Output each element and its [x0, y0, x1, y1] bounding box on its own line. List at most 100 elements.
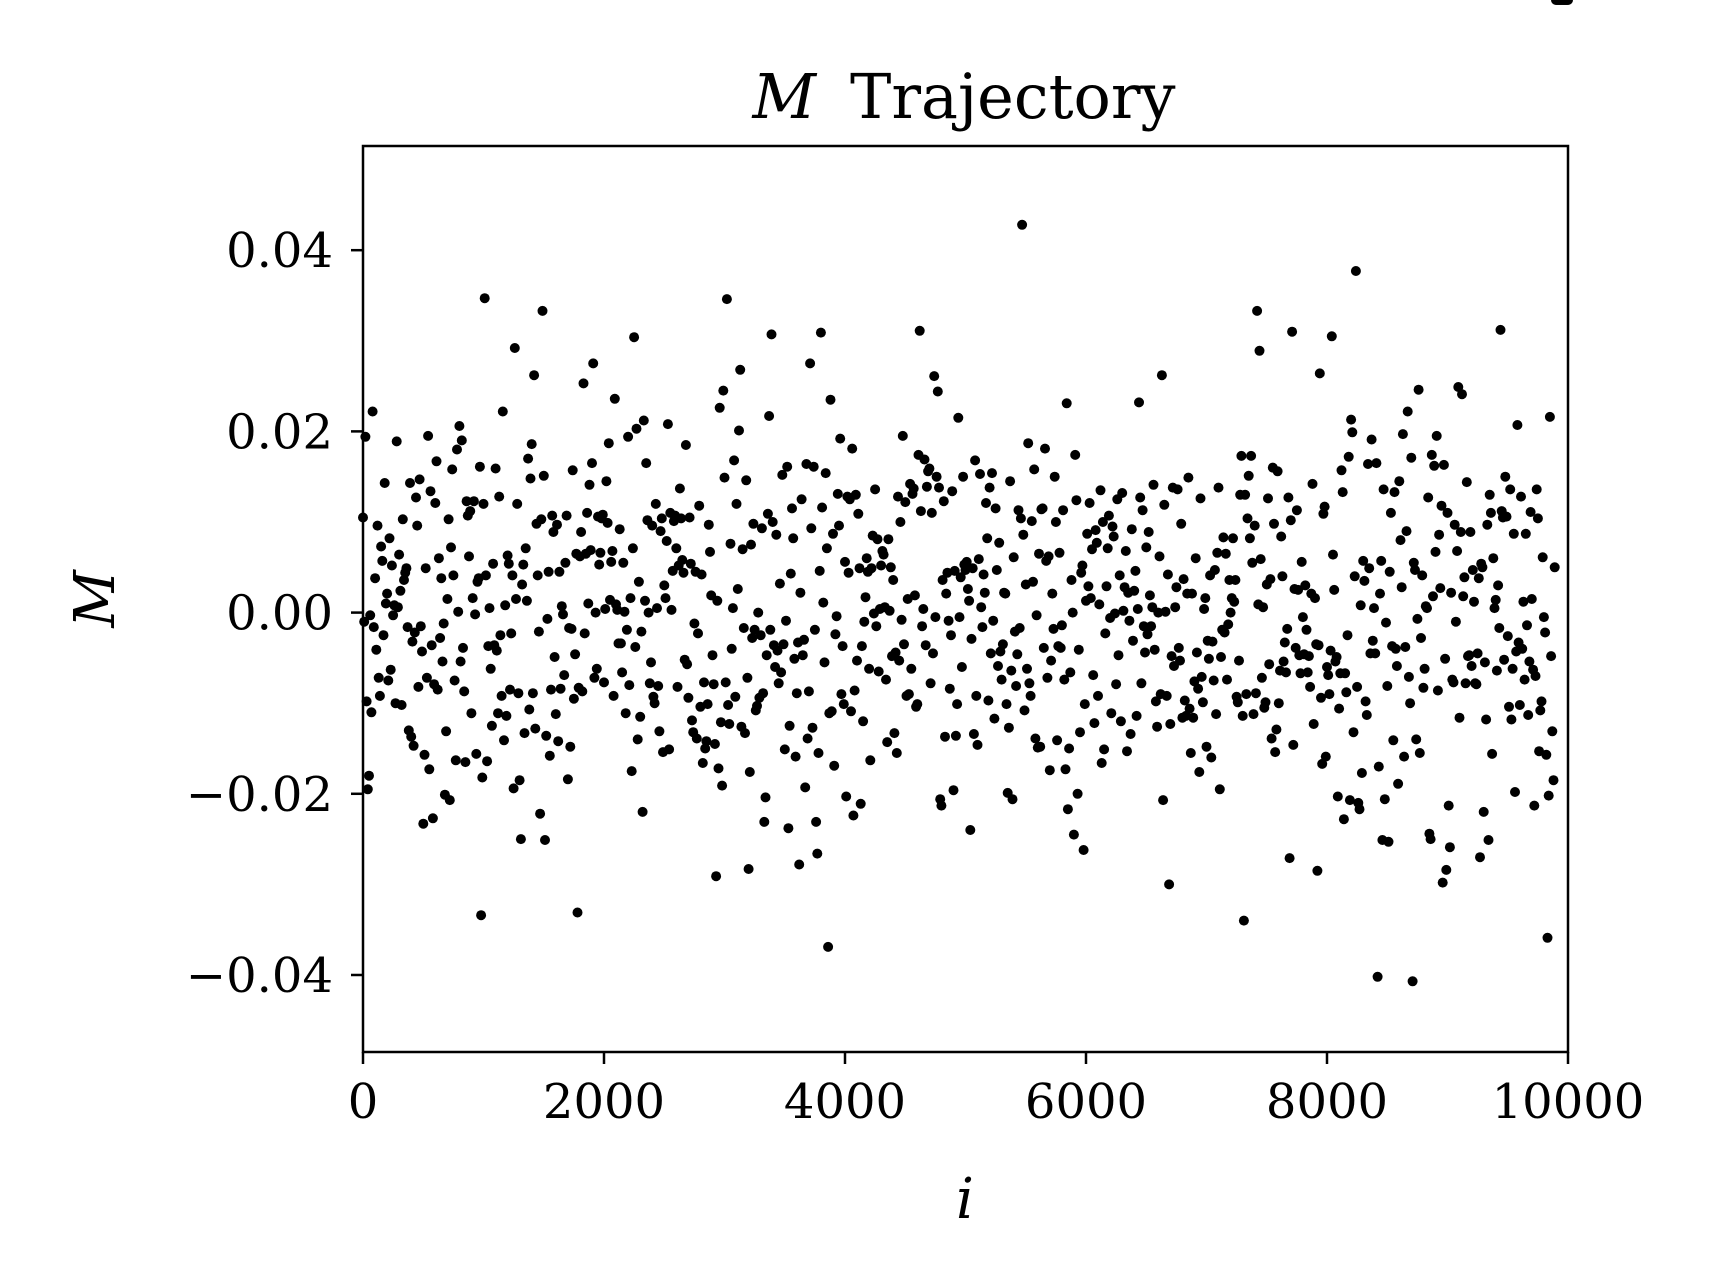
data-point — [418, 818, 429, 829]
data-point — [676, 513, 687, 524]
data-point — [1419, 663, 1430, 674]
data-point — [1273, 698, 1284, 709]
data-point — [1148, 479, 1159, 490]
data-point — [1223, 619, 1234, 630]
data-point — [771, 529, 782, 540]
data-point — [1093, 690, 1103, 701]
data-point — [1385, 507, 1396, 518]
data-point — [1364, 563, 1375, 574]
data-point — [1344, 795, 1355, 806]
data-point — [1040, 443, 1050, 454]
data-point — [549, 652, 560, 662]
data-point — [617, 667, 628, 678]
data-point — [988, 615, 999, 626]
data-point — [1359, 575, 1370, 586]
data-point — [656, 513, 667, 524]
data-point — [1548, 775, 1559, 786]
data-point — [1176, 518, 1187, 529]
data-point — [1491, 665, 1502, 676]
data-point — [1047, 588, 1058, 599]
data-point — [1519, 674, 1530, 685]
data-point — [466, 708, 477, 719]
data-point — [1213, 482, 1224, 493]
data-point — [1312, 865, 1323, 876]
data-point — [936, 800, 947, 811]
data-point — [1090, 525, 1101, 536]
data-point — [367, 406, 378, 417]
data-point — [973, 554, 984, 565]
data-point — [1138, 621, 1149, 632]
data-point — [1025, 690, 1036, 701]
data-point — [543, 566, 554, 577]
data-point — [632, 734, 643, 745]
data-point — [1282, 623, 1293, 634]
data-point — [812, 848, 823, 859]
data-point — [1185, 748, 1196, 758]
data-point — [1429, 460, 1440, 471]
data-point — [425, 486, 436, 497]
data-point — [1542, 932, 1553, 943]
data-point — [1000, 588, 1011, 599]
data-point — [517, 579, 528, 590]
data-point — [619, 606, 630, 617]
data-point — [524, 704, 535, 715]
data-point — [1005, 476, 1016, 487]
data-point — [1493, 580, 1504, 591]
data-point — [1449, 519, 1460, 530]
data-point — [968, 729, 979, 739]
data-point — [650, 498, 661, 509]
data-point — [1479, 657, 1490, 668]
data-point — [707, 650, 718, 661]
data-point — [511, 594, 521, 604]
data-point — [781, 615, 791, 626]
data-point — [527, 688, 538, 699]
data-point — [987, 468, 997, 479]
data-point — [1175, 655, 1185, 666]
data-point — [1265, 574, 1276, 585]
data-point — [1131, 710, 1142, 721]
x-tick-label: 10000 — [1492, 1074, 1645, 1130]
data-point — [947, 486, 958, 497]
data-point — [1536, 696, 1547, 707]
data-point — [1228, 533, 1238, 544]
data-point — [590, 607, 601, 618]
data-point — [809, 624, 820, 635]
data-point — [994, 537, 1005, 548]
data-point — [1369, 603, 1379, 614]
data-point — [984, 482, 995, 493]
data-point — [582, 507, 593, 518]
data-point — [885, 562, 896, 573]
data-point — [767, 517, 778, 527]
data-point — [1070, 449, 1081, 460]
data-point — [1028, 576, 1038, 587]
data-point — [866, 563, 877, 574]
data-point — [423, 430, 434, 441]
data-point — [385, 664, 396, 675]
data-point — [427, 813, 438, 824]
data-point — [1241, 689, 1252, 700]
data-point — [1448, 677, 1459, 688]
data-point — [583, 598, 594, 609]
plot-frame — [361, 144, 1570, 1054]
data-point — [759, 816, 770, 827]
data-point — [1082, 528, 1093, 539]
data-point — [915, 506, 926, 517]
data-point — [1406, 452, 1417, 463]
data-point — [432, 684, 443, 695]
data-point — [509, 343, 520, 353]
data-point — [1001, 699, 1012, 710]
data-point — [436, 573, 447, 584]
data-point — [1199, 604, 1210, 614]
data-point — [507, 570, 518, 581]
data-point — [1518, 596, 1529, 607]
data-point — [918, 604, 929, 614]
data-point — [477, 772, 488, 783]
data-point — [1525, 507, 1536, 517]
data-point — [633, 576, 644, 587]
data-point — [1412, 613, 1423, 624]
data-point — [1378, 484, 1389, 495]
data-point — [871, 621, 882, 632]
data-point — [917, 621, 928, 632]
data-point — [932, 386, 943, 397]
data-point — [726, 643, 737, 654]
